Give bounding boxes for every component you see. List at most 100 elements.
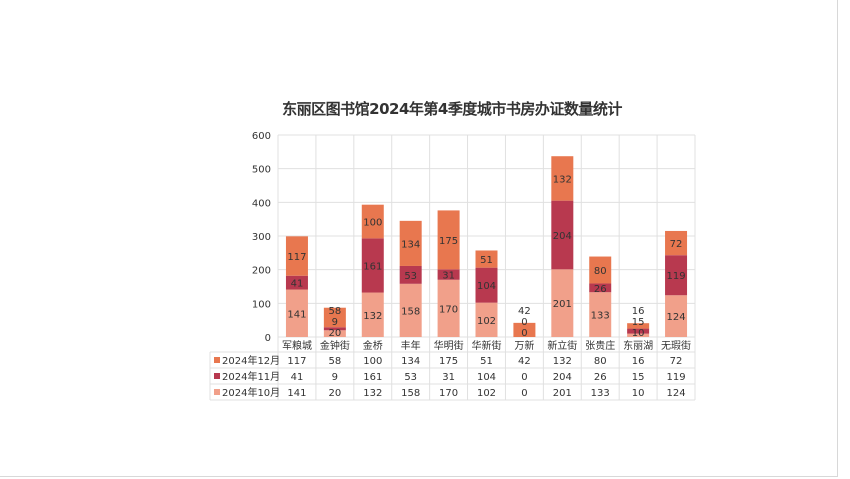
table-cell: 41 — [291, 372, 304, 383]
data-label: 175 — [439, 236, 458, 247]
bar-segment — [361, 204, 384, 239]
data-label: 72 — [670, 239, 683, 250]
chart-title: 东丽区图书馆2024年第4季度城市书房办证数量统计 — [282, 100, 622, 118]
data-label: 133 — [591, 311, 610, 322]
table-cell: 16 — [632, 356, 645, 367]
table-cell: 0 — [521, 372, 527, 383]
bar-segment — [323, 327, 346, 331]
bar-segment — [475, 302, 498, 337]
data-label: 0 — [521, 317, 527, 328]
data-label: 31 — [442, 271, 455, 282]
category-label: 无瑕街 — [661, 339, 691, 352]
table-cell: 170 — [439, 388, 458, 399]
bar-segment — [665, 230, 688, 256]
table-cell: 80 — [594, 356, 607, 367]
bar-segment — [361, 292, 384, 337]
bar-segment — [285, 236, 308, 276]
bar-segment — [437, 210, 460, 270]
data-label: 158 — [401, 306, 420, 317]
bar-segment — [285, 289, 308, 337]
legend-label: 2024年10月 — [222, 386, 280, 399]
y-tick-label: 300 — [252, 232, 271, 243]
data-label: 102 — [477, 316, 496, 327]
bar-segment — [627, 328, 650, 334]
data-label: 201 — [553, 299, 572, 310]
table-cell: 58 — [328, 356, 341, 367]
bar-segment — [437, 279, 460, 337]
data-label: 161 — [363, 261, 382, 272]
data-label: 132 — [553, 174, 572, 185]
bar-segment — [285, 275, 308, 290]
table-cell: 10 — [632, 388, 645, 399]
bar-segment — [513, 322, 536, 337]
bar-segment — [665, 255, 688, 296]
data-label: 20 — [328, 328, 341, 339]
category-label: 军粮城 — [282, 339, 312, 352]
legend-swatch — [214, 373, 220, 379]
table-cell: 15 — [632, 372, 645, 383]
bar-segment — [627, 323, 650, 329]
bar-segment — [399, 283, 422, 337]
table-cell: 119 — [666, 372, 685, 383]
bar-segment — [589, 283, 612, 293]
table-cell: 102 — [477, 388, 496, 399]
table-cell: 31 — [442, 372, 455, 383]
y-tick-label: 600 — [252, 131, 271, 142]
table-cell: 100 — [363, 356, 382, 367]
table-cell: 51 — [480, 356, 493, 367]
data-label: 117 — [287, 252, 306, 263]
bar-segment — [475, 267, 498, 303]
data-label: 58 — [328, 306, 341, 317]
data-label: 10 — [632, 328, 645, 339]
table-cell: 20 — [328, 388, 341, 399]
data-label: 141 — [287, 309, 306, 320]
table-cell: 175 — [439, 356, 458, 367]
bar-segment — [551, 156, 574, 201]
y-tick-label: 500 — [252, 165, 271, 176]
category-label: 东丽湖 — [623, 339, 653, 352]
bar-segment — [361, 238, 384, 293]
table-cell: 161 — [363, 372, 382, 383]
bar-segment — [399, 220, 422, 266]
bar-segment — [589, 292, 612, 337]
category-label: 华新街 — [472, 339, 502, 352]
y-tick-label: 200 — [252, 266, 271, 277]
table-cell: 201 — [553, 388, 572, 399]
bar-segment — [551, 200, 574, 270]
legend-swatch — [214, 389, 220, 395]
table-cell: 124 — [666, 388, 685, 399]
legend-swatch — [214, 357, 220, 363]
data-label: 0 — [521, 328, 527, 339]
category-label: 金桥 — [363, 339, 383, 352]
bar-segment — [399, 265, 422, 284]
table-cell: 132 — [553, 356, 572, 367]
table-cell: 158 — [401, 388, 420, 399]
data-label: 41 — [291, 279, 304, 290]
data-label: 134 — [401, 239, 420, 250]
table-cell: 9 — [332, 372, 338, 383]
data-label: 26 — [594, 284, 607, 295]
data-label: 16 — [632, 306, 645, 317]
table-cell: 132 — [363, 388, 382, 399]
table-cell: 26 — [594, 372, 607, 383]
bar-segment — [589, 256, 612, 284]
data-label: 9 — [332, 317, 338, 328]
data-label: 15 — [632, 317, 645, 328]
data-label: 51 — [480, 255, 493, 266]
y-tick-label: 0 — [265, 333, 271, 344]
legend-label: 2024年11月 — [222, 370, 280, 383]
category-label: 万新 — [514, 339, 534, 352]
category-label: 金钟街 — [320, 339, 350, 352]
bar-segment — [551, 269, 574, 337]
y-tick-label: 400 — [252, 198, 271, 209]
bar-segment — [323, 330, 346, 337]
data-label: 42 — [518, 306, 531, 317]
table-cell: 141 — [287, 388, 306, 399]
bar-segment — [665, 295, 688, 337]
data-label: 124 — [666, 312, 685, 323]
table-cell: 204 — [553, 372, 572, 383]
data-label: 204 — [553, 231, 572, 242]
table-cell: 0 — [521, 388, 527, 399]
